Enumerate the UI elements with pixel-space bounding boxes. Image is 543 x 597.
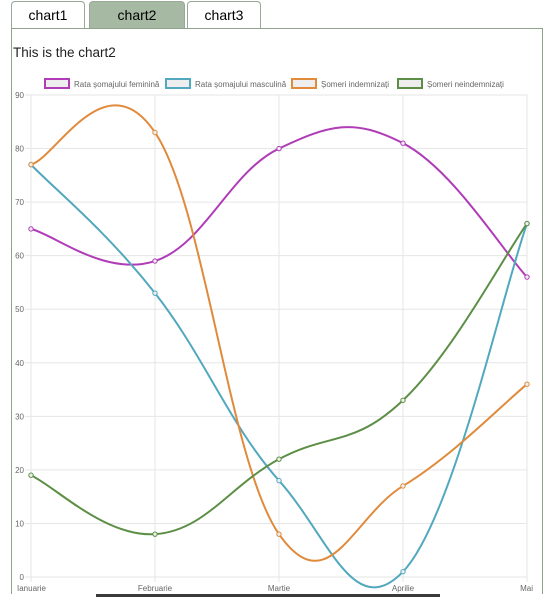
- tab-chart1[interactable]: chart1: [11, 1, 85, 28]
- data-point[interactable]: [28, 226, 34, 232]
- legend-label[interactable]: Șomeri neindemnizați: [427, 80, 504, 89]
- data-point[interactable]: [400, 568, 406, 575]
- data-point[interactable]: [152, 129, 158, 136]
- legend-label[interactable]: Rata șomajului masculină: [195, 80, 287, 89]
- x-tick-label: Martie: [268, 584, 291, 593]
- data-point[interactable]: [152, 531, 158, 537]
- data-point[interactable]: [28, 472, 34, 478]
- data-point[interactable]: [152, 258, 158, 264]
- y-tick-label: 30: [15, 412, 24, 421]
- y-tick-label: 10: [15, 519, 24, 528]
- tab-chart2[interactable]: chart2: [89, 1, 185, 28]
- y-tick-label: 0: [20, 573, 25, 582]
- legend-swatch[interactable]: [165, 78, 191, 89]
- series-line-3: [30, 104, 528, 562]
- x-tick-label: Aprilie: [392, 584, 415, 593]
- data-point[interactable]: [28, 161, 34, 168]
- legend-swatch[interactable]: [44, 78, 70, 89]
- legend-swatch[interactable]: [291, 78, 317, 89]
- y-tick-label: 40: [15, 359, 24, 368]
- data-point[interactable]: [524, 381, 530, 387]
- data-point[interactable]: [276, 531, 282, 537]
- data-point[interactable]: [400, 140, 406, 146]
- tab-chart3[interactable]: chart3: [187, 1, 261, 28]
- y-tick-label: 60: [15, 252, 24, 261]
- x-tick-label: Mai: [520, 584, 533, 593]
- y-tick-label: 50: [15, 305, 24, 314]
- y-tick-label: 70: [15, 198, 24, 207]
- series-line-2: [30, 163, 528, 589]
- data-point[interactable]: [276, 145, 282, 152]
- y-tick-label: 80: [15, 145, 24, 154]
- legend-label[interactable]: Șomeri indemnizați: [321, 80, 389, 89]
- legend-label[interactable]: Rata șomajului feminină: [74, 80, 160, 89]
- data-point[interactable]: [524, 220, 530, 227]
- panel-title: This is the chart2: [13, 45, 116, 60]
- data-point[interactable]: [152, 290, 158, 296]
- data-point[interactable]: [524, 274, 530, 280]
- y-tick-label: 90: [15, 91, 24, 100]
- scrollbar[interactable]: [96, 594, 440, 597]
- legend-swatch[interactable]: [397, 78, 423, 89]
- y-tick-label: 20: [15, 466, 24, 475]
- data-point[interactable]: [276, 477, 282, 484]
- data-point[interactable]: [400, 397, 406, 403]
- x-tick-label: Februarie: [138, 584, 173, 593]
- data-point[interactable]: [276, 456, 282, 462]
- x-tick-label: Ianuarie: [17, 584, 46, 593]
- data-point[interactable]: [400, 483, 406, 489]
